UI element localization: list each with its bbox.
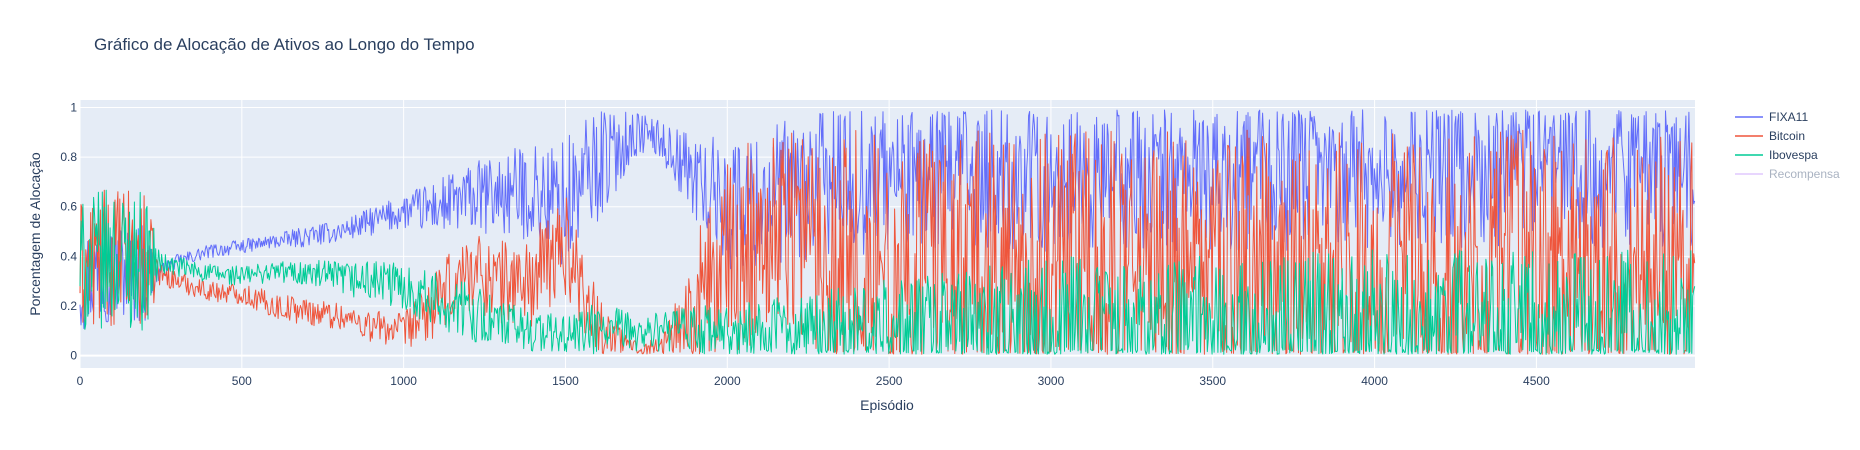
x-tick-label: 500 bbox=[232, 374, 252, 388]
legend-item-bitcoin[interactable]: Bitcoin bbox=[1735, 129, 1805, 143]
legend-item-ibovespa[interactable]: Ibovespa bbox=[1735, 148, 1818, 162]
y-tick-label: 0.2 bbox=[60, 299, 77, 313]
x-tick-label: 4500 bbox=[1523, 374, 1550, 388]
y-tick-label: 0.4 bbox=[60, 249, 77, 263]
x-tick-label: 1500 bbox=[552, 374, 579, 388]
legend-item-fixa11[interactable]: FIXA11 bbox=[1735, 110, 1808, 124]
x-tick-label: 3500 bbox=[1199, 374, 1226, 388]
legend: FIXA11 Bitcoin Ibovespa Recompensa bbox=[1735, 110, 1840, 181]
y-axis-ticks: 0 0.2 0.4 0.6 0.8 1 bbox=[60, 100, 77, 362]
y-tick-label: 0.8 bbox=[60, 150, 77, 164]
x-tick-label: 4000 bbox=[1361, 374, 1388, 388]
series-traces bbox=[79, 109, 1696, 355]
y-tick-label: 1 bbox=[70, 100, 77, 114]
legend-label: Ibovespa bbox=[1769, 148, 1818, 162]
legend-item-recompensa[interactable]: Recompensa bbox=[1735, 167, 1840, 181]
y-axis-title: Porcentagem de Alocação bbox=[27, 152, 43, 316]
y-tick-label: 0.6 bbox=[60, 200, 77, 214]
x-tick-label: 1000 bbox=[390, 374, 417, 388]
x-tick-label: 2500 bbox=[876, 374, 903, 388]
series-line-ibovespa bbox=[79, 189, 1696, 355]
x-axis-ticks: 0 500 1000 1500 2000 2500 3000 3500 4000 4500 bbox=[77, 374, 1550, 388]
x-axis-title: Episódio bbox=[860, 397, 914, 413]
y-tick-label: 0 bbox=[70, 349, 77, 363]
chart-title: Gráfico de Alocação de Ativos ao Longo d… bbox=[94, 35, 475, 54]
legend-label: Bitcoin bbox=[1769, 129, 1805, 143]
series-line-bitcoin bbox=[79, 129, 1696, 355]
x-tick-label: 0 bbox=[77, 374, 84, 388]
x-tick-label: 2000 bbox=[714, 374, 741, 388]
x-tick-label: 3000 bbox=[1038, 374, 1065, 388]
legend-label: FIXA11 bbox=[1769, 110, 1808, 124]
legend-label: Recompensa bbox=[1769, 167, 1840, 181]
